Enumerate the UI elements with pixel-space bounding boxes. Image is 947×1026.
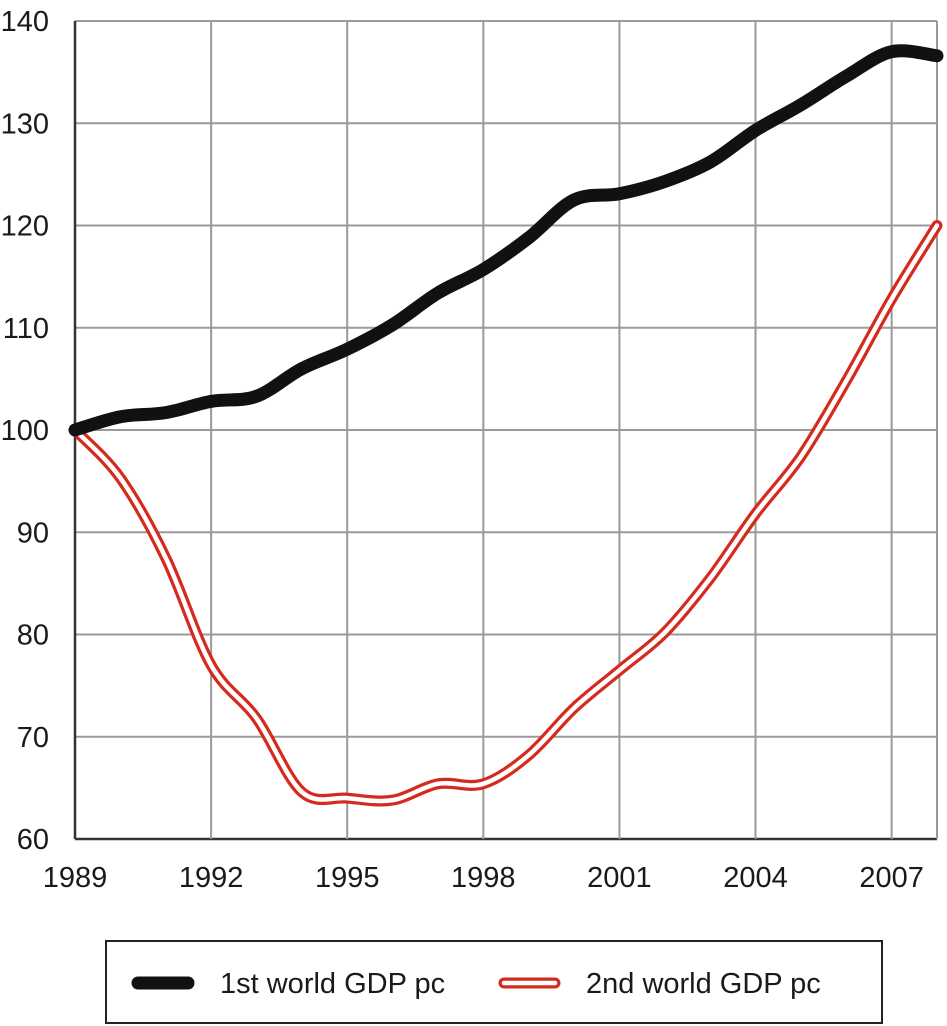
x-tick-label-1992: 1992 <box>179 862 244 894</box>
legend-label-series-1: 1st world GDP pc <box>220 968 445 1000</box>
y-tick-label-70: 70 <box>17 722 49 754</box>
y-tick-label-140: 140 <box>1 6 49 38</box>
series-2-line <box>69 220 943 807</box>
x-tick-label-2004: 2004 <box>723 862 788 894</box>
y-tick-label-100: 100 <box>1 415 49 447</box>
x-tick-label-1995: 1995 <box>315 862 380 894</box>
legend-label-series-2: 2nd world GDP pc <box>586 968 821 1000</box>
y-tick-label-120: 120 <box>1 211 49 243</box>
x-tick-label-1998: 1998 <box>451 862 516 894</box>
y-tick-label-90: 90 <box>17 517 49 549</box>
grid <box>73 20 938 841</box>
legend: 1st world GDP pc 2nd world GDP pc <box>105 940 883 1024</box>
series-1-line <box>68 44 944 437</box>
series-2-line-inner <box>72 223 940 804</box>
x-axis-tick-labels: 1989 1992 1995 1998 2001 2004 2007 <box>43 862 924 894</box>
x-tick-label-1989: 1989 <box>43 862 108 894</box>
y-tick-label-110: 110 <box>3 313 49 345</box>
x-tick-label-2007: 2007 <box>859 862 924 894</box>
y-tick-label-60: 60 <box>17 824 49 856</box>
series-lines <box>68 44 944 807</box>
y-tick-label-130: 130 <box>1 108 49 140</box>
legend-box <box>105 940 883 1024</box>
x-tick-label-2001: 2001 <box>587 862 652 894</box>
y-tick-label-80: 80 <box>17 620 49 652</box>
y-axis-tick-labels: 60 70 80 90 100 110 120 130 140 <box>1 6 49 856</box>
